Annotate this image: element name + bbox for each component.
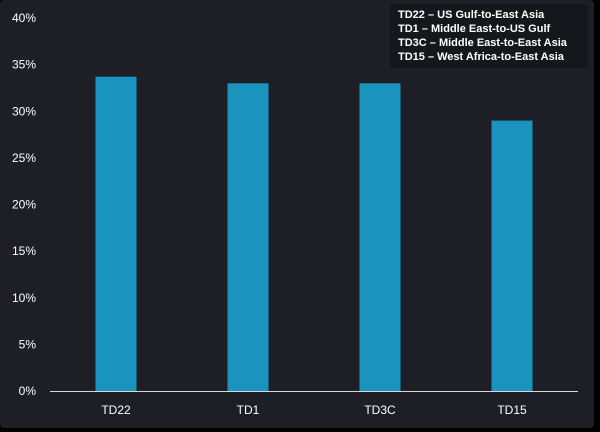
y-tick-label: 5% [19,337,37,351]
x-tick-label: TD15 [497,403,527,417]
legend-entry-td22: TD22 – US Gulf-to-East Asia [398,9,545,21]
x-tick-label: TD1 [237,403,260,417]
y-tick-label: 25% [12,151,36,165]
legend: TD22 – US Gulf-to-East Asia TD1 – Middle… [390,4,588,68]
y-tick-label: 40% [12,11,36,25]
legend-entry-td1: TD1 – Middle East-to-US Gulf [398,23,551,35]
y-tick-label: 20% [12,198,36,212]
y-tick-label: 15% [12,244,36,258]
y-tick-label: 0% [19,384,37,398]
legend-entry-td15: TD15 – West Africa-to-East Asia [398,51,564,63]
bar-td15 [491,120,533,391]
y-tick-label: 10% [12,291,36,305]
bar-td3c [359,83,401,392]
x-tick-label: TD22 [101,403,131,417]
bar-td22 [95,76,137,391]
x-tick-label: TD3C [364,403,396,417]
legend-entry-td3c: TD3C – Middle East-to-East Asia [398,37,567,49]
bar-td1 [227,83,269,392]
y-tick-label: 35% [12,58,36,72]
y-tick-label: 30% [12,104,36,118]
